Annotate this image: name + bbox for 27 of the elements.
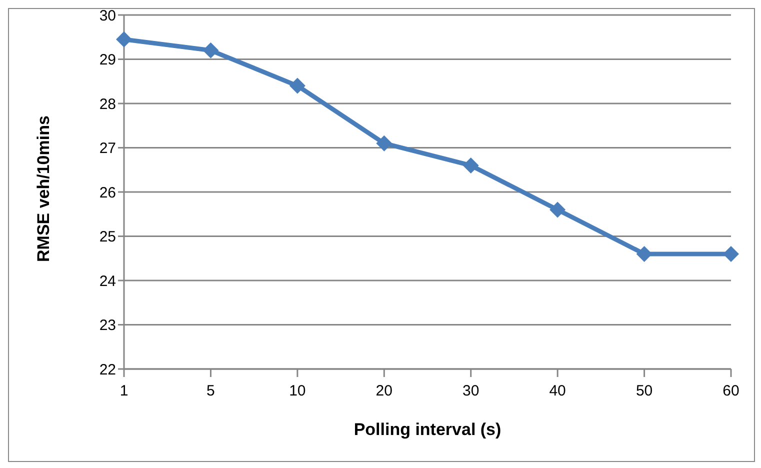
point [376, 135, 392, 152]
y-tick-label: 29 [99, 52, 116, 69]
point [289, 78, 306, 94]
y-tick-label: 24 [99, 272, 116, 290]
y-tick-label: 26 [99, 184, 116, 202]
x-tick-label: 30 [462, 382, 480, 400]
x-tick-label: 50 [636, 382, 653, 400]
y-axis-title: RMSE veh/10mins [34, 116, 54, 262]
x-tick-label: 60 [722, 382, 740, 400]
y-tick-label: 25 [99, 228, 116, 246]
y-tick-label: 22 [99, 361, 116, 378]
x-tick-label: 20 [376, 382, 392, 400]
point [550, 202, 566, 218]
x-axis-title: Polling interval (s) [354, 420, 502, 439]
point [116, 31, 132, 48]
y-tick-label: 23 [99, 317, 116, 334]
y-tick-label: 30 [99, 7, 116, 24]
y-tick-label: 28 [99, 96, 116, 113]
point [202, 42, 219, 58]
point [636, 246, 652, 262]
x-tick-label: 5 [206, 382, 215, 400]
x-tick-label: 10 [289, 382, 306, 400]
x-tick-label: 40 [549, 382, 566, 400]
y-tick-label: 27 [99, 140, 116, 158]
point [723, 246, 739, 262]
point [462, 157, 479, 174]
x-tick-label: 1 [120, 382, 128, 400]
